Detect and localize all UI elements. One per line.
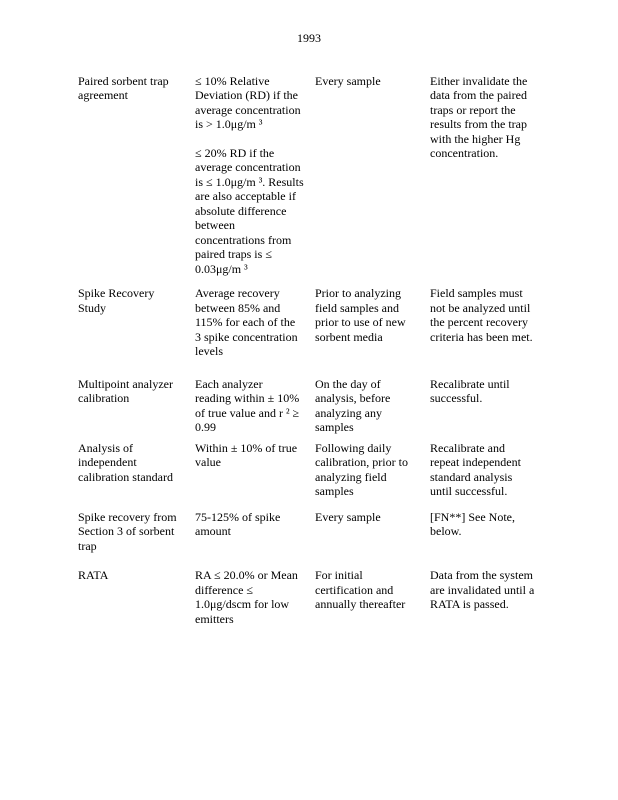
test-text: Spike recovery from Section 3 of sorbent… [78, 509, 177, 553]
consequence-text: [FN**] See Note, below. [430, 509, 515, 539]
test-cell: RATA [78, 568, 195, 583]
criteria-paragraph: Within ± 10% of true value [195, 440, 298, 470]
criteria-paragraph: Average recovery between 85% and 115% fo… [195, 286, 298, 358]
consequence-text: Recalibrate until successful. [430, 376, 510, 406]
criteria-cell: Average recovery between 85% and 115% fo… [195, 286, 315, 359]
criteria-cell: Each analyzer reading within ± 10% of tr… [195, 377, 315, 435]
consequence-cell: Data from the system are invalidated unt… [430, 568, 548, 612]
test-cell: Spike Recovery Study [78, 286, 195, 315]
frequency-text: Every sample [315, 509, 381, 524]
consequence-cell: [FN**] See Note, below. [430, 510, 548, 539]
consequence-text: Recalibrate and repeat independent stand… [430, 440, 521, 499]
criteria-paragraph: ≤ 10% Relative Deviation (RD) if the ave… [195, 73, 301, 132]
criteria-cell: ≤ 10% Relative Deviation (RD) if the ave… [195, 74, 315, 277]
test-text: Multipoint analyzer calibration [78, 376, 173, 406]
frequency-text: Following daily calibration, prior to an… [315, 440, 408, 499]
criteria-paragraph: Each analyzer reading within ± 10% of tr… [195, 376, 300, 435]
table-row: Paired sorbent trap agreement ≤ 10% Rela… [78, 74, 548, 277]
frequency-cell: Every sample [315, 510, 430, 525]
test-cell: Analysis of independent calibration stan… [78, 441, 195, 485]
criteria-cell: RA ≤ 20.0% or Mean difference ≤ 1.0μg/ds… [195, 568, 315, 626]
qa-table: Paired sorbent trap agreement ≤ 10% Rela… [78, 74, 548, 627]
frequency-cell: Prior to analyzing field samples and pri… [315, 286, 430, 344]
consequence-cell: Recalibrate until successful. [430, 377, 548, 406]
table-row: Spike recovery from Section 3 of sorbent… [78, 510, 548, 554]
frequency-cell: Following daily calibration, prior to an… [315, 441, 430, 499]
consequence-cell: Field samples must not be analyzed until… [430, 286, 548, 344]
test-cell: Spike recovery from Section 3 of sorbent… [78, 510, 195, 554]
test-text: Paired sorbent trap agreement [78, 73, 169, 103]
test-text: RATA [78, 568, 109, 582]
table-row: RATA RA ≤ 20.0% or Mean difference ≤ 1.0… [78, 568, 548, 626]
consequence-text: Data from the system are invalidated unt… [430, 568, 535, 611]
consequence-cell: Either invalidate the data from the pair… [430, 74, 548, 161]
table-row: Analysis of independent calibration stan… [78, 441, 548, 499]
consequence-cell: Recalibrate and repeat independent stand… [430, 441, 548, 499]
frequency-text: On the day of analysis, before analyzing… [315, 376, 391, 435]
frequency-text: For initial certification and annually t… [315, 568, 406, 611]
criteria-cell: Within ± 10% of true value [195, 441, 315, 470]
test-text: Spike Recovery Study [78, 286, 155, 315]
criteria-paragraph: RA ≤ 20.0% or Mean difference ≤ 1.0μg/ds… [195, 568, 298, 626]
consequence-text: Field samples must not be analyzed until… [430, 286, 533, 344]
test-cell: Multipoint analyzer calibration [78, 377, 195, 406]
frequency-cell: On the day of analysis, before analyzing… [315, 377, 430, 435]
frequency-cell: Every sample [315, 74, 430, 89]
criteria-paragraph: 75-125% of spike amount [195, 509, 281, 539]
criteria-paragraph: ≤ 20% RD if the average concentration is… [195, 145, 304, 276]
table-row: Multipoint analyzer calibration Each ana… [78, 377, 548, 435]
test-text: Analysis of independent calibration stan… [78, 440, 173, 484]
test-cell: Paired sorbent trap agreement [78, 74, 195, 103]
frequency-cell: For initial certification and annually t… [315, 568, 430, 612]
criteria-cell: 75-125% of spike amount [195, 510, 315, 539]
frequency-text: Every sample [315, 73, 381, 88]
consequence-text: Either invalidate the data from the pair… [430, 73, 528, 161]
page-number: 1993 [297, 31, 321, 45]
frequency-text: Prior to analyzing field samples and pri… [315, 286, 406, 344]
table-row: Spike Recovery Study Average recovery be… [78, 286, 548, 359]
